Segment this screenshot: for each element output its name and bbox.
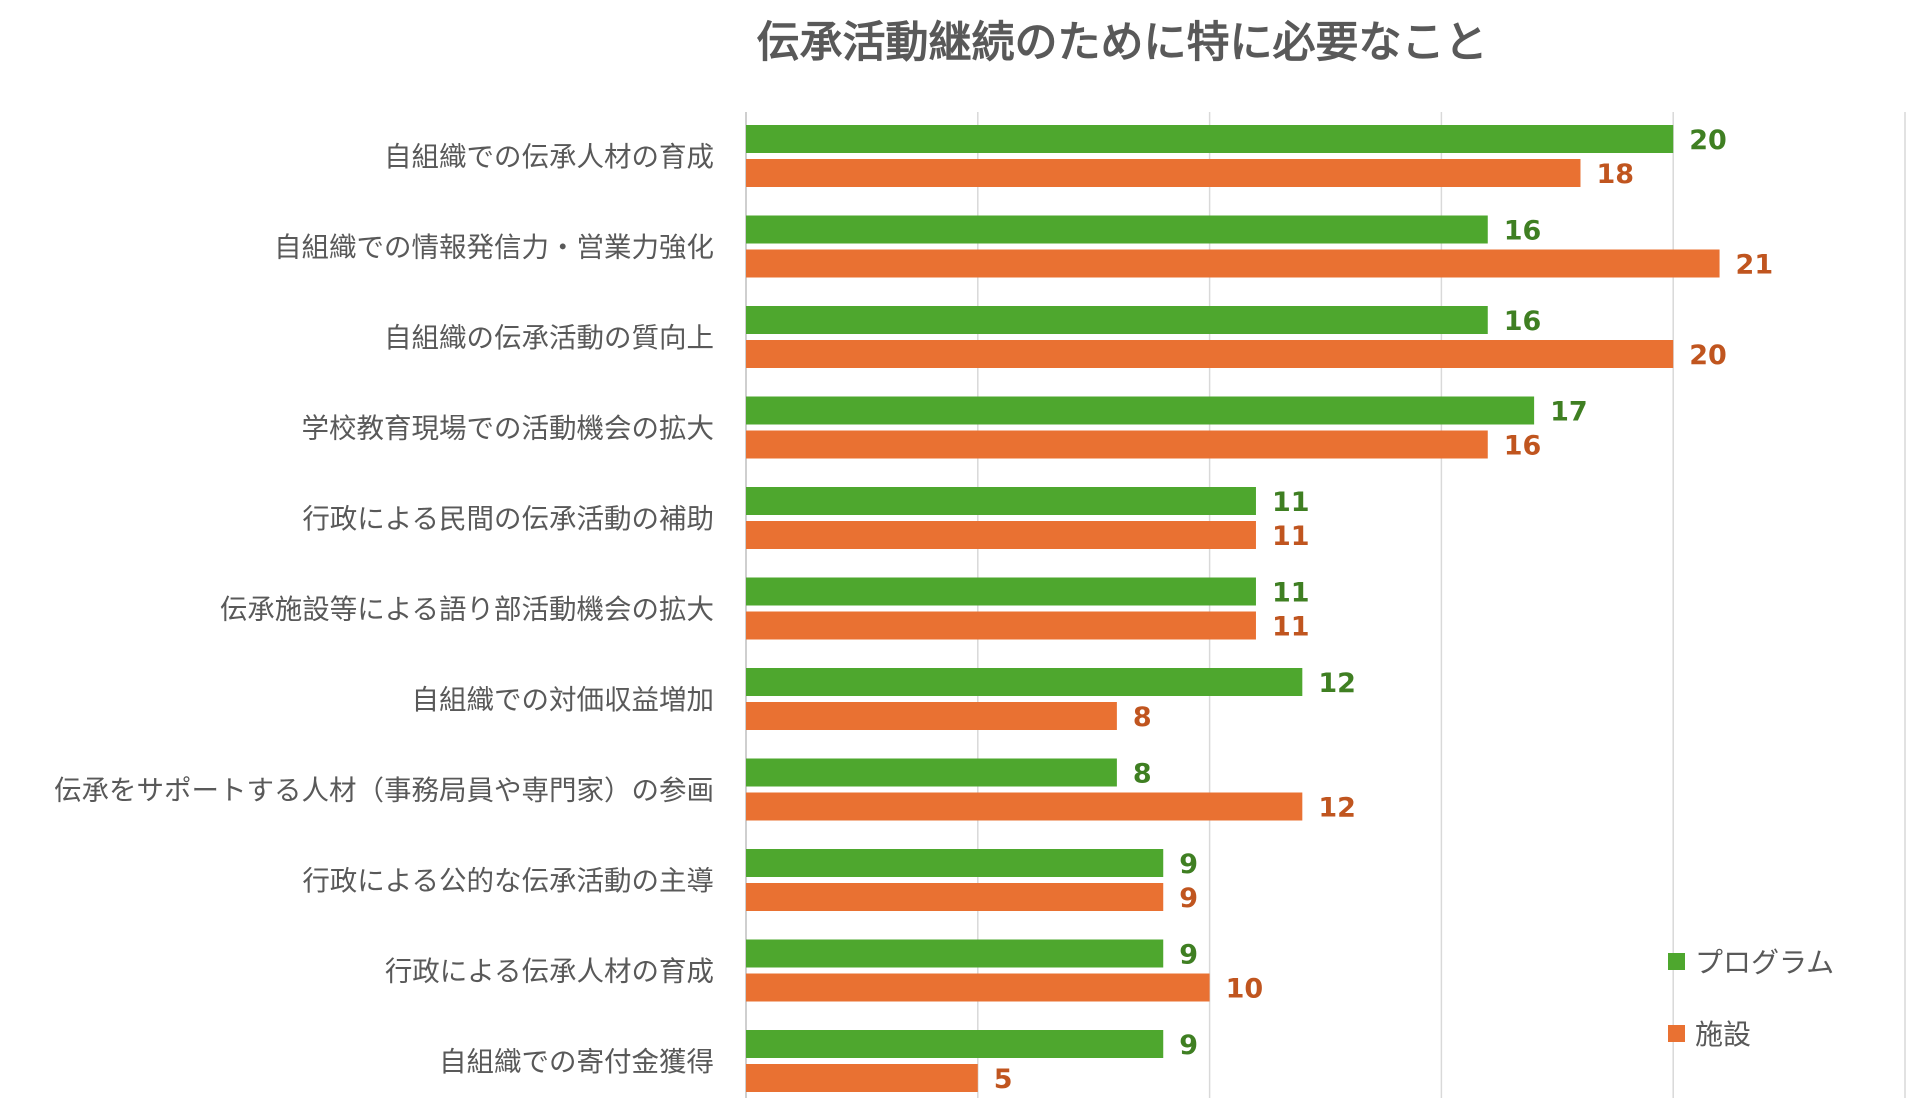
bar-program xyxy=(746,668,1303,696)
bar-facility xyxy=(746,792,1303,821)
category-label: 自組織での対価収益増加 xyxy=(412,684,715,716)
data-label: 16 xyxy=(1504,431,1542,462)
category-label: 自組織の伝承活動の質向上 xyxy=(384,322,714,354)
data-label: 9 xyxy=(1179,849,1198,880)
data-label: 16 xyxy=(1504,306,1542,337)
bar-facility xyxy=(746,702,1117,730)
bar-program xyxy=(746,849,1164,877)
data-label: 5 xyxy=(994,1064,1013,1095)
category-label: 自組織での伝承人材の育成 xyxy=(384,141,714,173)
bar-program xyxy=(746,487,1256,515)
category-label: 自組織での情報発信力・営業力強化 xyxy=(274,232,714,264)
category-label: 伝承施設等による語り部活動機会の拡大 xyxy=(220,594,714,626)
category-label: 行政による公的な伝承活動の主導 xyxy=(302,865,714,897)
legend-label: 施設 xyxy=(1695,1018,1751,1051)
labels: 自組織での伝承人材の育成 20 18 自組織での情報発信力・営業力強化 16 21 自組織の… xyxy=(54,125,1773,1095)
bar-facility xyxy=(746,521,1256,549)
data-label: 8 xyxy=(1133,759,1152,790)
category-label: 伝承をサポートする人材（事務局員や専門家）の参画 xyxy=(54,775,714,807)
category-label: 行政による民間の伝承活動の補助 xyxy=(302,503,714,535)
bar-facility xyxy=(746,340,1674,368)
bar-facility xyxy=(746,159,1581,187)
data-label: 16 xyxy=(1504,216,1542,247)
bar-program xyxy=(746,1030,1164,1058)
chart-title: 伝承活動継続のために特に必要なこと xyxy=(757,18,1488,68)
bar-facility xyxy=(746,973,1210,1002)
data-label: 18 xyxy=(1596,159,1634,190)
legend-swatch xyxy=(1668,1025,1685,1042)
data-label: 9 xyxy=(1179,1030,1198,1061)
bar-program xyxy=(746,758,1117,787)
category-label: 学校教育現場での活動機会の拡大 xyxy=(302,413,715,445)
bar-facility xyxy=(746,430,1488,459)
legend-swatch xyxy=(1668,953,1685,970)
data-label: 20 xyxy=(1689,340,1727,371)
data-label: 8 xyxy=(1133,702,1152,733)
data-label: 9 xyxy=(1179,883,1198,914)
category-label: 行政による伝承人材の育成 xyxy=(385,956,714,988)
data-label: 17 xyxy=(1550,397,1588,428)
data-label: 9 xyxy=(1179,940,1198,971)
bar-facility xyxy=(746,1064,978,1092)
legend-label: プログラム xyxy=(1695,946,1834,979)
data-label: 11 xyxy=(1272,521,1310,552)
bar-program xyxy=(746,577,1256,606)
bar-program xyxy=(746,396,1535,425)
data-label: 21 xyxy=(1736,250,1774,281)
data-label: 10 xyxy=(1226,974,1264,1005)
data-label: 11 xyxy=(1272,487,1310,518)
bar-program xyxy=(746,939,1164,968)
bar-facility xyxy=(746,883,1164,911)
data-label: 12 xyxy=(1318,668,1356,699)
bars xyxy=(746,125,1720,1092)
bar-facility xyxy=(746,249,1720,278)
bar-program xyxy=(746,125,1674,153)
data-label: 11 xyxy=(1272,612,1310,643)
bar-program xyxy=(746,215,1488,244)
data-label: 12 xyxy=(1318,793,1356,824)
data-label: 20 xyxy=(1689,125,1727,156)
bar-program xyxy=(746,306,1488,334)
category-label: 自組織での寄付金獲得 xyxy=(439,1046,714,1078)
data-label: 11 xyxy=(1272,578,1310,609)
bar-facility xyxy=(746,611,1256,640)
